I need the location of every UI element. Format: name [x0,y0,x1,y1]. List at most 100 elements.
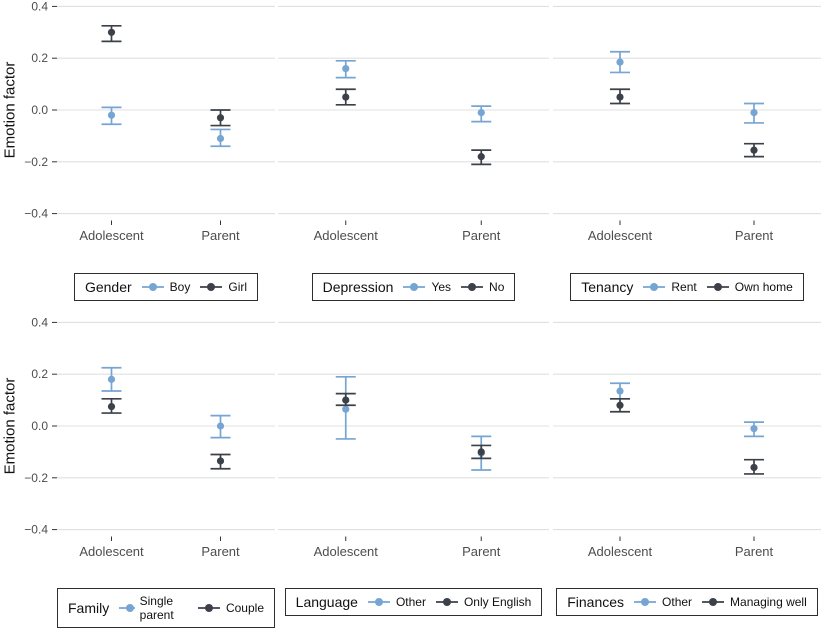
x-tick-label: Adolescent [588,228,653,243]
pointrange-key-icon [461,283,484,291]
data-point [342,405,350,413]
legend-entry: Other [367,595,426,609]
pointrange-key-icon [643,283,666,291]
data-point [107,28,116,36]
legend-title: Family [68,600,110,616]
legend-label: Other [395,595,426,609]
x-tick-label: Parent [735,544,774,559]
data-point [342,396,350,404]
legend-depression: Depression Yes No [278,273,549,301]
data-point [750,146,758,154]
legend-box: Family Single parent Couple [57,588,275,628]
pointrange-key-icon [367,598,390,606]
data-point [750,108,758,117]
panel-tenancy: Adolescent Parent [553,0,821,246]
x-tick-label: Adolescent [588,544,653,559]
data-point [107,111,116,119]
panel-finances: Adolescent Parent [553,316,821,562]
legend-entry: Rent [642,280,697,294]
y-tick-label: 0.2 [31,51,48,65]
legend-entry: Single parent [118,594,188,622]
pointrange-key-icon [702,598,725,606]
legend-tenancy: Tenancy Rent Own home [553,273,821,301]
data-point [477,448,485,456]
legend-label: Yes [431,280,452,294]
legend-entry: Boy [141,280,191,294]
pointrange-key-icon [119,604,135,612]
legend-finances: Finances Other Managing well [553,588,821,616]
y-tick-label: −0.2 [24,155,48,169]
data-point [477,108,485,117]
pointrange-key-icon [197,604,220,612]
legend-label: Other [662,595,693,609]
panel-plot-area: Adolescent Parent [278,321,549,559]
panel-plot-area: 0.4 0.2 0.0 −0.2 −0.4 Adolescent Parent [24,315,275,559]
data-point [616,401,624,409]
x-tick-label: Parent [201,228,240,243]
x-tick-label: Adolescent [79,544,144,559]
x-tick-label: Parent [201,544,240,559]
data-point [216,134,225,143]
x-tick-label: Parent [735,228,774,243]
legend-box: Language Other Only English [284,588,543,616]
data-point [216,457,225,465]
legend-label: Rent [671,280,697,294]
legend-label: Couple [225,601,264,615]
pointrange-key-icon [141,283,164,291]
x-tick-label: Adolescent [79,228,144,243]
legend-label: No [489,280,505,294]
y-tick-label: −0.4 [24,523,48,537]
y-axis-title-top: Emotion factor [1,61,19,159]
x-tick-label: Parent [462,544,501,559]
legend-label: Managing well [730,595,807,609]
y-tick-label: 0.0 [31,103,48,117]
legend-entry: Own home [706,280,793,294]
data-point [342,64,350,73]
legend-box: Finances Other Managing well [556,588,818,616]
legend-label: Boy [169,280,191,294]
data-point [216,114,225,122]
y-tick-label: −0.4 [24,207,48,221]
data-point [107,402,116,411]
panel-gender: 0.4 0.2 0.0 −0.2 −0.4 Adolescent Parent [24,0,275,246]
pointrange-key-icon [706,283,729,291]
data-point [616,387,624,395]
data-point [616,58,624,66]
legend-label: Only English [463,595,532,609]
legend-language: Language Other Only English [278,588,549,616]
legend-entry: Other [633,595,692,609]
legend-label: Single parent [139,594,174,622]
panel-plot-area: Adolescent Parent [553,321,821,559]
y-tick-label: 0.4 [31,0,48,13]
legend-title: Finances [567,594,625,610]
data-point [216,422,225,430]
y-tick-label: 0.2 [31,367,48,381]
pointrange-key-icon [403,283,426,291]
panel-depression: Adolescent Parent [278,0,549,246]
data-point [342,93,350,101]
data-point [477,153,485,161]
panel-plot-area: Adolescent Parent [278,5,549,243]
legend-entry: Managing well [701,595,807,609]
pointrange-key-icon [435,598,458,606]
data-point [616,93,624,101]
data-point [750,463,758,472]
y-tick-label: −0.2 [24,471,48,485]
x-tick-label: Adolescent [314,228,379,243]
legend-title: Language [295,594,358,610]
y-tick-label: 0.4 [31,315,48,329]
legend-box: Depression Yes No [311,273,516,301]
legend-entry: No [460,280,504,294]
legend-label: Girl [228,280,248,294]
x-tick-label: Parent [462,228,501,243]
pointrange-key-icon [634,598,657,606]
legend-title: Depression [322,279,394,295]
data-point [107,375,116,383]
legend-entry: Girl [199,280,247,294]
x-tick-label: Adolescent [314,544,379,559]
legend-family: Family Single parent Couple [57,588,275,628]
legend-title: Gender [84,279,132,295]
legend-box: Tenancy Rent Own home [570,273,804,301]
y-axis-title-bottom: Emotion factor [1,377,19,475]
legend-gender: Gender Boy Girl [57,273,275,301]
